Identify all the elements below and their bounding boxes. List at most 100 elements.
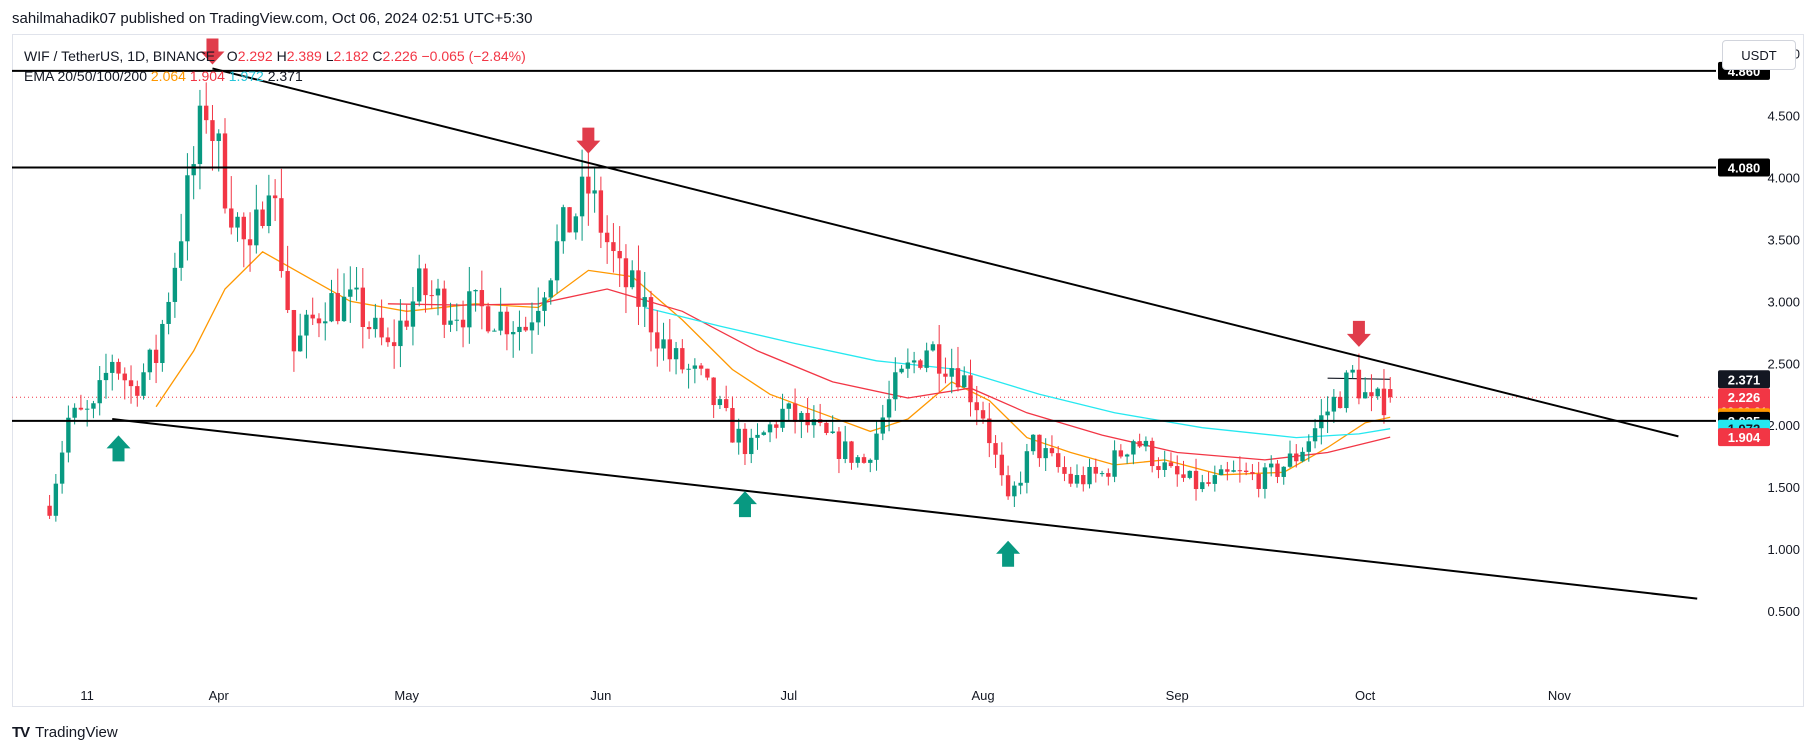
candle-body[interactable] [686,368,691,370]
candle-body[interactable] [1106,473,1111,477]
candle-body[interactable] [254,209,259,246]
candle-body[interactable] [492,330,497,332]
candle-body[interactable] [197,105,203,165]
candle-body[interactable] [918,360,923,368]
candle-body[interactable] [936,344,942,374]
candle-body[interactable] [373,317,378,330]
candle-body[interactable] [78,407,84,410]
candle-body[interactable] [1112,450,1117,477]
candle-body[interactable] [962,375,967,388]
candle-body[interactable] [1093,466,1098,474]
candle-body[interactable] [1081,475,1086,485]
candle-body[interactable] [291,310,297,352]
candle-body[interactable] [711,377,716,406]
candle-body[interactable] [1331,396,1337,412]
candle-body[interactable] [53,483,59,516]
candle-body[interactable] [1168,462,1174,467]
candle-body[interactable] [905,362,911,369]
candle-body[interactable] [868,459,873,463]
candle-body[interactable] [830,431,835,434]
candle-body[interactable] [673,348,679,360]
candle-body[interactable] [116,361,121,374]
candle-body[interactable] [391,342,397,347]
candle-body[interactable] [404,320,409,327]
candle-body[interactable] [1099,473,1105,475]
candle-body[interactable] [843,441,848,459]
candle-body[interactable] [1344,372,1349,409]
candle-body[interactable] [448,320,453,325]
candle-body[interactable] [229,208,234,228]
candle-body[interactable] [1162,462,1167,470]
candle-body[interactable] [410,301,416,327]
candle-body[interactable] [454,319,459,321]
candle-body[interactable] [1237,470,1243,472]
candle-body[interactable] [1250,472,1255,474]
candle-body[interactable] [648,297,654,333]
candle-body[interactable] [135,386,140,396]
candle-body[interactable] [460,319,466,328]
candle-body[interactable] [1325,411,1330,416]
candle-body[interactable] [128,380,134,387]
candle-body[interactable] [110,361,115,373]
candle-body[interactable] [730,408,735,443]
candle-body[interactable] [573,216,579,233]
candle-body[interactable] [1262,467,1268,489]
candle-body[interactable] [241,216,246,240]
candle-body[interactable] [999,454,1005,476]
candle-body[interactable] [1369,392,1374,397]
candle-body[interactable] [97,380,102,404]
candle-body[interactable] [1143,440,1149,447]
candle-body[interactable] [811,419,817,426]
candle-body[interactable] [1024,451,1030,483]
candle-body[interactable] [1206,482,1211,484]
candle-body[interactable] [172,267,178,302]
candle-body[interactable] [705,368,710,378]
candle-body[interactable] [786,403,792,409]
candle-body[interactable] [1124,454,1130,457]
candle-body[interactable] [598,190,604,233]
candle-body[interactable] [780,408,785,428]
candle-body[interactable] [1087,466,1092,485]
candle-body[interactable] [1137,441,1142,447]
candle-body[interactable] [1306,441,1311,452]
candle-body[interactable] [498,311,503,331]
candle-body[interactable] [1056,453,1061,468]
candle-body[interactable] [623,258,629,288]
candle-body[interactable] [792,403,798,422]
candle-body[interactable] [893,372,898,400]
candle-body[interactable] [849,441,854,463]
candle-body[interactable] [122,373,127,381]
candle-body[interactable] [1037,434,1042,459]
candle-body[interactable] [761,432,766,435]
candle-body[interactable] [185,175,190,242]
trendline-lower[interactable] [112,418,1698,600]
candle-body[interactable] [661,339,666,349]
candle-body[interactable] [429,295,434,297]
candle-body[interactable] [567,207,572,233]
candle-body[interactable] [542,297,547,311]
candle-body[interactable] [1356,369,1362,399]
candle-body[interactable] [930,344,936,351]
candle-body[interactable] [1200,482,1205,490]
candle-body[interactable] [579,176,585,217]
candle-body[interactable] [517,326,522,333]
candle-body[interactable] [1381,388,1387,416]
candle-body[interactable] [1005,475,1011,497]
candle-body[interactable] [59,452,65,484]
candle-body[interactable] [1312,428,1318,442]
candle-body[interactable] [1062,467,1067,474]
candle-body[interactable] [1275,463,1280,477]
candle-body[interactable] [423,268,428,296]
candle-body[interactable] [799,412,804,422]
candle-body[interactable] [604,232,610,243]
candle-body[interactable] [548,280,553,298]
candle-body[interactable] [880,417,885,434]
candle-body[interactable] [680,348,685,370]
candle-body[interactable] [1043,448,1048,459]
candle-body[interactable] [266,195,272,227]
candle-body[interactable] [617,251,622,259]
candle-body[interactable] [417,268,422,302]
candle-body[interactable] [861,457,867,463]
trendline-upper[interactable] [212,67,1679,438]
candle-body[interactable] [698,365,704,369]
